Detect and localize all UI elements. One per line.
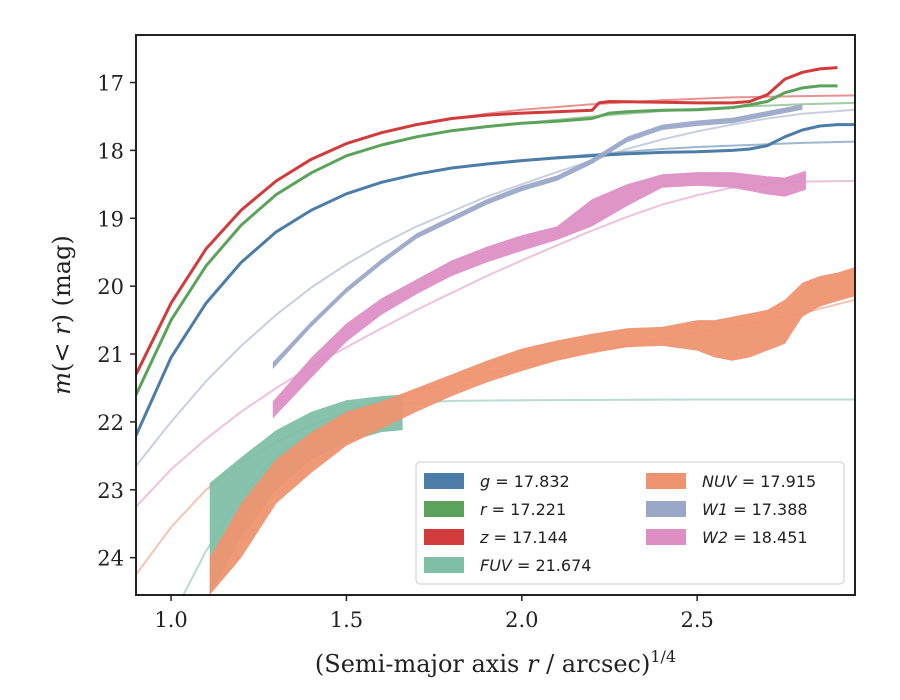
series-layer	[136, 66, 855, 595]
legend-swatch	[424, 473, 464, 489]
line-series-0	[136, 123, 855, 437]
y-tick-label: 22	[97, 411, 124, 435]
legend-swatch	[646, 501, 686, 517]
legend-label: FUV = 21.674	[480, 556, 591, 575]
x-tick-label: 2.0	[505, 608, 538, 632]
legend-label: NUV = 17.915	[702, 472, 816, 491]
legend-label: g = 17.832	[480, 472, 570, 491]
y-tick-label: 17	[97, 72, 124, 96]
line-series-1	[136, 84, 838, 396]
legend-item: r = 17.221	[424, 500, 566, 519]
x-tick-label: 1.0	[154, 608, 187, 632]
x-tick-label: 1.5	[330, 608, 363, 632]
legend-item: z = 17.144	[424, 528, 568, 547]
legend-label: z = 17.144	[479, 528, 568, 547]
axes-frame	[135, 34, 856, 596]
legend-item: W2 = 18.451	[646, 528, 808, 547]
x-tick-label: 2.5	[680, 608, 713, 632]
band-series-3	[209, 394, 403, 595]
legend-label: W1 = 17.388	[702, 500, 808, 519]
y-axis-label: m(< r) (mag)	[48, 235, 76, 395]
x-axis-label: (Semi-major axis r / arcsec)1/4	[315, 647, 676, 678]
y-tick-label: 19	[97, 207, 124, 231]
band-series-4	[209, 267, 855, 595]
model-curve-6	[136, 179, 855, 508]
legend-item: NUV = 17.915	[646, 472, 816, 491]
y-tick-label: 24	[97, 547, 124, 571]
y-tick-label: 18	[97, 139, 124, 163]
model-curve-5	[136, 108, 855, 467]
legend: g = 17.832 r = 17.221 z = 17.144 FUV = 21.6…	[415, 461, 845, 585]
y-tick-label: 20	[97, 275, 124, 299]
legend-swatch	[424, 529, 464, 545]
line-series-2	[136, 66, 838, 376]
y-tick-label: 21	[97, 343, 124, 367]
legend-label: W2 = 18.451	[702, 528, 808, 547]
legend-swatch	[646, 473, 686, 489]
legend-label: r = 17.221	[480, 500, 566, 519]
y-tick-label: 23	[97, 479, 124, 503]
axes-layer: 1.0 1.5 2.0 2.5 17 18 19 20 21 22 23 24	[97, 34, 856, 632]
legend-item: W1 = 17.388	[646, 500, 808, 519]
legend-frame	[415, 461, 845, 585]
legend-swatch	[424, 557, 464, 573]
legend-swatch	[646, 529, 686, 545]
legend-item: g = 17.832	[424, 472, 570, 491]
legend-item: FUV = 21.674	[424, 556, 591, 575]
legend-swatch	[424, 501, 464, 517]
